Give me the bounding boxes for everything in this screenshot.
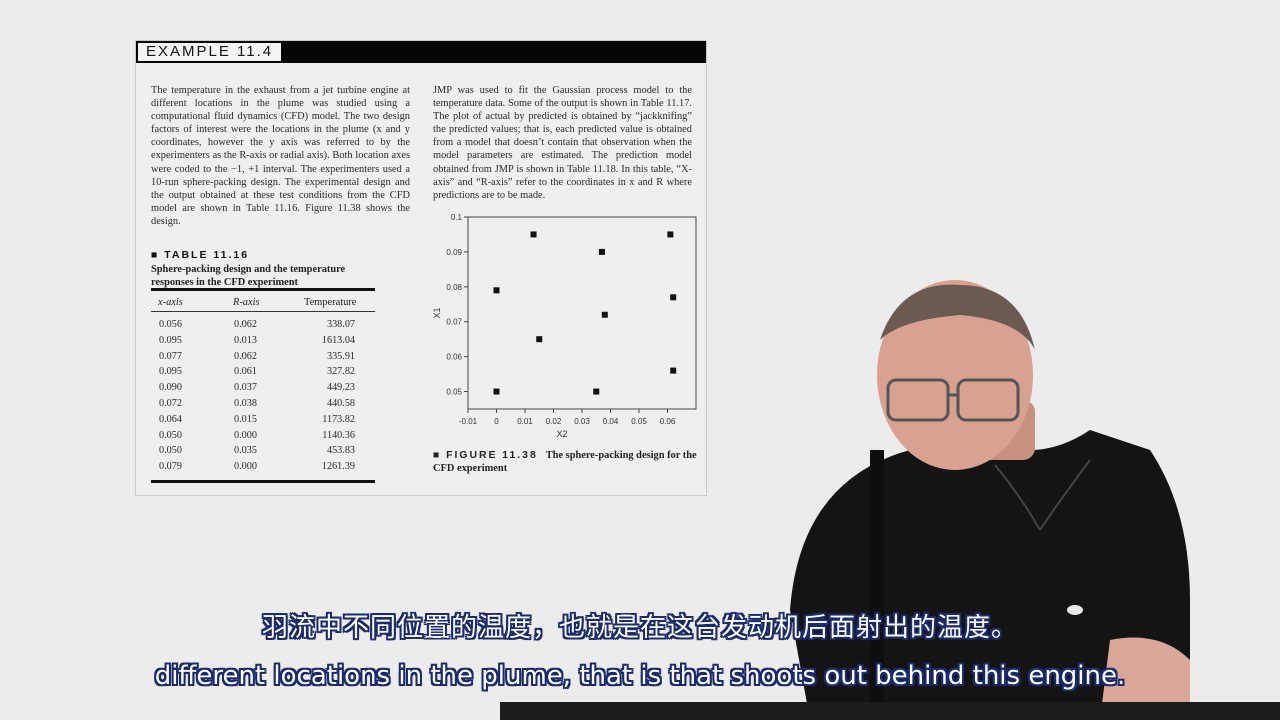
table-row: 0.079 0.000 1261.39 <box>151 461 375 477</box>
table-row: 0.090 0.037 449.23 <box>151 382 375 398</box>
x-tick-label: 0.05 <box>631 417 647 426</box>
cell-x-axis: 0.095 <box>159 366 182 378</box>
presenter-image <box>790 280 1190 720</box>
cell-r-axis: 0.062 <box>234 319 257 330</box>
x-tick-label: 0.02 <box>546 417 562 426</box>
figure-caption: ■ FIGURE 11.38 The sphere-packing design … <box>433 449 705 475</box>
x-tick-label: 0.04 <box>603 417 619 426</box>
table-top-rule <box>151 288 375 291</box>
data-point <box>670 294 677 301</box>
cell-r-axis: 0.037 <box>234 382 257 394</box>
plot-frame <box>467 216 697 410</box>
column-header-r-axis: R-axis <box>233 297 260 308</box>
cell-r-axis: 0.015 <box>234 413 257 425</box>
table-row: 0.050 0.035 453.83 <box>151 445 375 461</box>
subtitle-english: different locations in the plume, that i… <box>154 661 1126 691</box>
table-caption: Sphere-packing design and the temperatur… <box>151 264 346 288</box>
table-row: 0.095 0.013 1613.04 <box>151 335 375 351</box>
cell-r-axis: 0.038 <box>234 397 257 409</box>
x-tick-label: 0.03 <box>574 417 590 426</box>
data-point <box>493 388 500 395</box>
data-point <box>598 248 605 255</box>
cell-temperature: 1173.82 <box>322 413 355 425</box>
example-label: EXAMPLE 11.4 <box>138 43 282 61</box>
y-tick-label: 0.07 <box>446 318 462 327</box>
cell-r-axis: 0.013 <box>234 334 257 346</box>
cell-r-axis: 0.000 <box>234 429 257 441</box>
cell-temperature: 1140.36 <box>322 429 355 441</box>
cell-temperature: 335.91 <box>326 350 355 362</box>
x-tick-label: 0.06 <box>660 417 676 426</box>
cell-x-axis: 0.072 <box>159 397 182 409</box>
table-bottom-rule <box>151 480 375 483</box>
table-row: 0.064 0.015 1173.82 <box>151 414 375 430</box>
data-point <box>530 231 537 238</box>
x-tick-label: 0 <box>494 417 499 426</box>
cell-temperature: 453.83 <box>326 445 355 457</box>
right-paragraph: JMP was used to fit the Gaussian process… <box>433 85 692 201</box>
cell-temperature: 449.23 <box>326 382 355 394</box>
y-tick-label: 0.05 <box>446 388 462 397</box>
cell-temperature: 440.58 <box>326 397 355 409</box>
table-body: 0.056 0.062 338.07 0.095 0.013 1613.04 0.077 0.… <box>151 319 375 477</box>
column-header-temperature: Temperature <box>304 297 357 308</box>
example-header-bar: EXAMPLE 11.4 <box>136 41 706 63</box>
data-point <box>536 336 543 343</box>
cell-x-axis: 0.079 <box>159 461 182 473</box>
cell-x-axis: 0.077 <box>159 350 182 362</box>
cell-temperature: 338.07 <box>326 319 355 330</box>
textbook-page: EXAMPLE 11.4 The temperature in the exha… <box>135 40 707 496</box>
table-row: 0.095 0.061 327.82 <box>151 366 375 382</box>
y-tick-label: 0.09 <box>446 248 462 257</box>
left-paragraph: The temperature in the exhaust from a je… <box>151 85 410 227</box>
cell-x-axis: 0.095 <box>159 334 182 346</box>
cell-x-axis: 0.050 <box>159 429 182 441</box>
data-point <box>601 311 608 318</box>
y-tick-label: 0.06 <box>446 353 462 362</box>
table-row: 0.056 0.062 338.07 <box>151 319 375 335</box>
cell-r-axis: 0.061 <box>234 366 257 378</box>
table-heading: ■ TABLE 11.16 Sphere-packing design and … <box>151 249 376 289</box>
video-bottom-bar <box>500 702 1280 720</box>
table-header-rule <box>151 311 375 312</box>
table-label: ■ TABLE 11.16 <box>151 249 250 261</box>
data-point <box>593 388 600 395</box>
cell-x-axis: 0.090 <box>159 382 182 394</box>
column-header-x-axis: x-axis <box>158 297 183 308</box>
scatter-plot: -0.01 0 0.01 0.02 0.03 0.04 0.05 0.06 0.05 0.06 0.… <box>432 213 697 439</box>
data-point <box>667 231 674 238</box>
presenter-figure <box>790 280 1190 720</box>
y-tick-label: 0.1 <box>451 213 463 222</box>
table-row: 0.077 0.062 335.91 <box>151 351 375 367</box>
cell-x-axis: 0.050 <box>159 445 182 457</box>
subtitle-chinese: 羽流中不同位置的温度，也就是在这台发动机后面射出的温度。 <box>261 613 1018 643</box>
y-tick-label: 0.08 <box>446 283 462 292</box>
table-row: 0.050 0.000 1140.36 <box>151 430 375 446</box>
x-axis-label: X2 <box>556 429 567 439</box>
cell-x-axis: 0.064 <box>159 413 182 425</box>
cell-x-axis: 0.056 <box>159 319 182 330</box>
cell-temperature: 1261.39 <box>321 461 355 473</box>
y-axis-label: X1 <box>432 307 442 318</box>
data-point <box>493 287 500 294</box>
table-row: 0.072 0.038 440.58 <box>151 398 375 414</box>
cell-temperature: 1613.04 <box>321 334 355 346</box>
cell-temperature: 327.82 <box>326 366 355 378</box>
x-tick-label: -0.01 <box>459 417 478 426</box>
cell-r-axis: 0.062 <box>234 350 257 362</box>
x-tick-label: 0.01 <box>517 417 533 426</box>
figure-label: ■ FIGURE 11.38 <box>433 450 538 461</box>
data-point <box>670 367 677 374</box>
figure-caption-text: The sphere-packing design for the CFD ex… <box>433 450 697 474</box>
cell-r-axis: 0.035 <box>234 445 257 457</box>
cell-r-axis: 0.000 <box>234 461 257 473</box>
